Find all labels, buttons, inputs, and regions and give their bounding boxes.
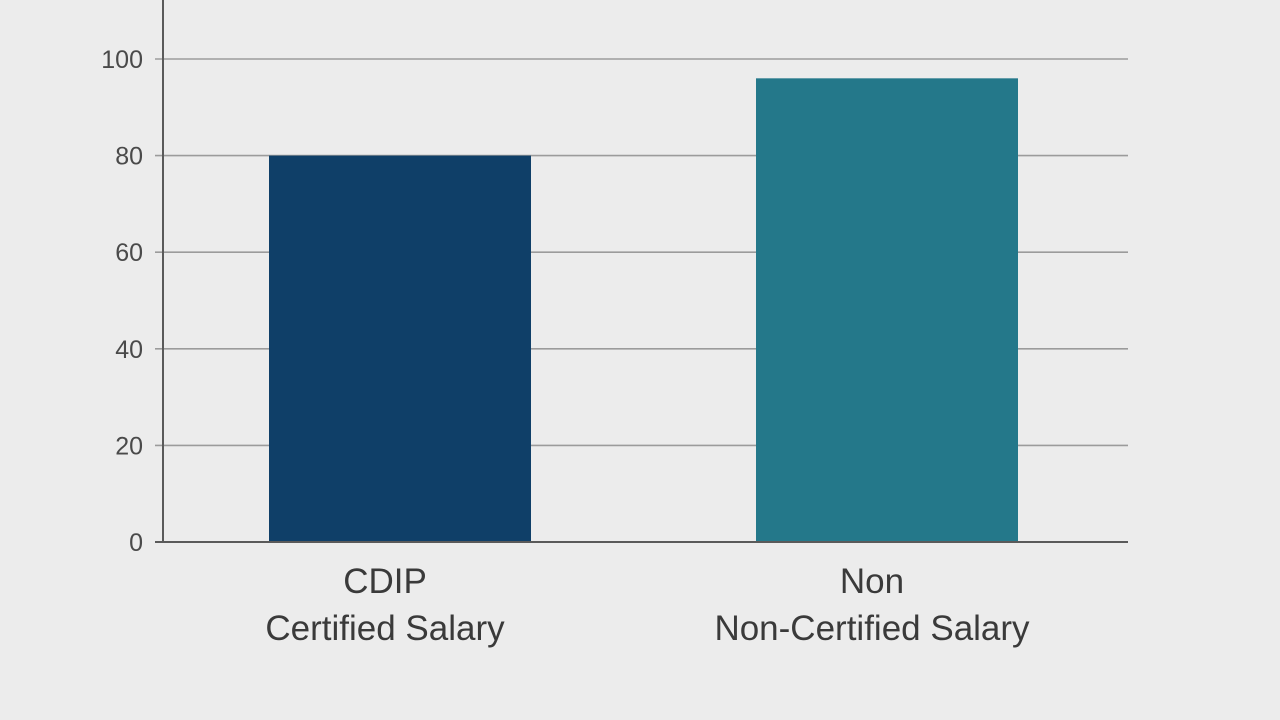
y-tick-label: 20 — [115, 432, 143, 460]
category-label-line: Non-Certified Salary — [714, 609, 1030, 648]
bar-0 — [269, 155, 531, 542]
axes — [155, 0, 1128, 543]
bar-1 — [756, 78, 1018, 542]
category-label-1: Non Non-Certified Salary — [714, 562, 1030, 648]
category-label-line: Certified Salary — [265, 609, 505, 648]
category-label-0: CDIP Certified Salary — [265, 562, 505, 648]
y-tick-label: 0 — [129, 529, 143, 557]
y-tick-label: 100 — [101, 46, 143, 74]
bars — [269, 78, 1018, 542]
y-tick-label: 60 — [115, 239, 143, 267]
category-label-line: Non — [840, 562, 904, 601]
category-label-line: CDIP — [343, 562, 427, 601]
y-tick-label: 80 — [115, 143, 143, 171]
y-tick-labels: 0 20 40 60 80 100 — [101, 46, 143, 557]
y-tick-label: 40 — [115, 336, 143, 364]
x-category-labels: CDIP Certified Salary Non Non-Certified Sal… — [265, 562, 1030, 648]
